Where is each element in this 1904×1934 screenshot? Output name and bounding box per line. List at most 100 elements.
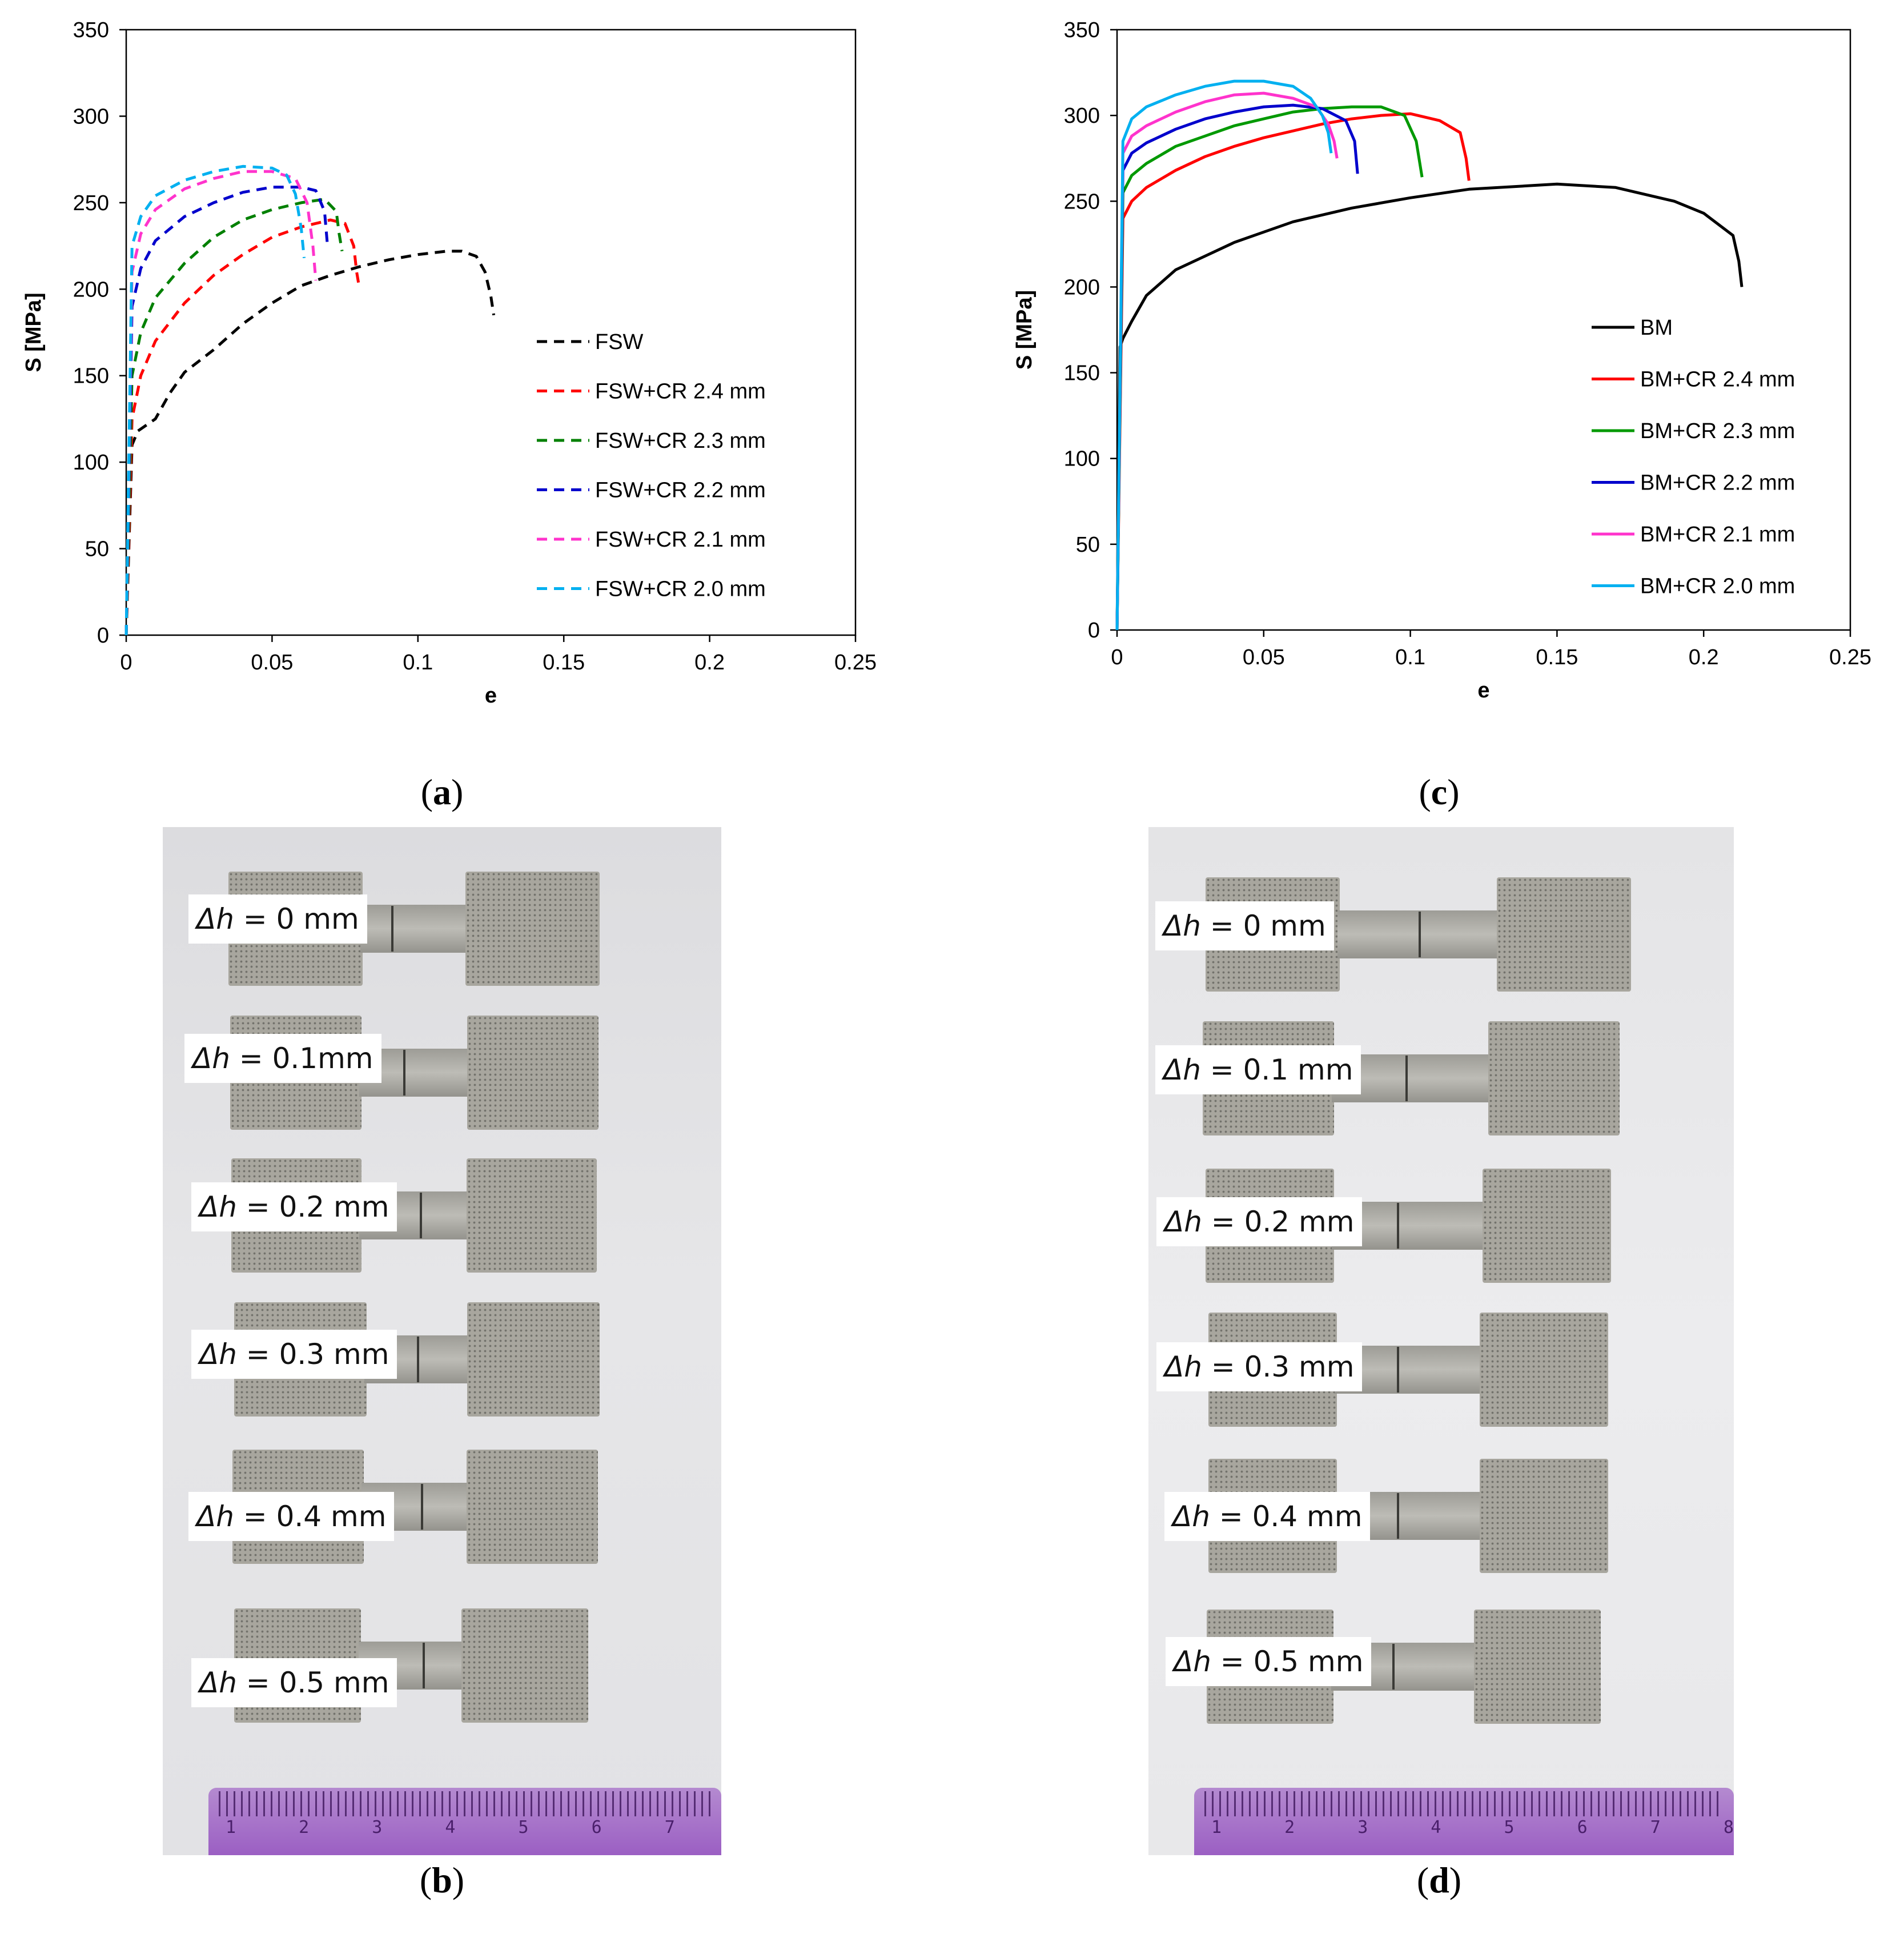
ruler-ticks xyxy=(1204,1791,1724,1816)
x-tick-label: 0.05 xyxy=(251,651,293,675)
ruler-numbers: 1 2 3 4 5 6 7 8 9 10 11 12 xyxy=(1211,1817,1734,1837)
fracture-line xyxy=(423,1643,425,1688)
legend-label-3: FSW+CR 2.2 mm xyxy=(595,479,766,503)
delta-h-value: = 0.1mm xyxy=(230,1042,373,1075)
y-tick-label: 100 xyxy=(73,451,109,475)
legend-label-1: FSW+CR 2.4 mm xyxy=(595,380,766,404)
fracture-line xyxy=(1397,1493,1399,1539)
legend-label-3: BM+CR 2.2 mm xyxy=(1640,471,1795,495)
x-tick-label: 0.2 xyxy=(1689,645,1719,669)
delta-h-label: Δh = 0.1 mm xyxy=(1155,1045,1361,1094)
delta-h-symbol: Δh xyxy=(196,1500,234,1533)
photo-b-fsw-specimens: Δh = 0 mm Δh = 0.1mm Δh = 0.2 mm Δh = 0.3 m… xyxy=(163,827,721,1855)
fracture-line xyxy=(391,906,393,952)
x-tick-label: 0.15 xyxy=(543,651,585,675)
series-line-5 xyxy=(1115,79,1333,631)
fracture-line xyxy=(1418,912,1421,957)
legend-label-2: FSW+CR 2.3 mm xyxy=(595,429,766,453)
legend-label-2: BM+CR 2.3 mm xyxy=(1640,419,1795,443)
delta-h-label: Δh = 0 mm xyxy=(1155,901,1334,950)
y-tick-label: 0 xyxy=(1088,619,1100,643)
specimen-gauge xyxy=(360,905,468,953)
y-tick-label: 150 xyxy=(73,364,109,388)
ruler-numbers: 1 2 3 4 5 6 7 8 9 10 11 12 xyxy=(226,1817,721,1837)
x-tick-label: 0 xyxy=(1111,645,1123,669)
specimen-grip xyxy=(467,1016,598,1130)
fracture-line xyxy=(1397,1347,1399,1393)
series-line-0 xyxy=(124,250,496,636)
delta-h-symbol: Δh xyxy=(199,1338,237,1371)
y-tick-label: 350 xyxy=(1064,18,1100,42)
delta-h-symbol: Δh xyxy=(1163,1053,1201,1086)
delta-h-value: = 0.2 mm xyxy=(1202,1205,1355,1238)
y-tick-label: 50 xyxy=(1076,533,1100,557)
plot-area xyxy=(1116,29,1851,631)
ruler: 1 2 3 4 5 6 7 8 9 10 11 12 xyxy=(208,1788,721,1855)
delta-h-label: Δh = 0.5 mm xyxy=(191,1658,397,1707)
y-tick-label: 350 xyxy=(73,18,109,42)
y-tick-label: 200 xyxy=(1064,275,1100,299)
delta-h-label: Δh = 0.2 mm xyxy=(191,1182,397,1231)
y-tick-label: 300 xyxy=(73,105,109,129)
y-axis-label: S [MPa] xyxy=(1013,290,1037,370)
x-tick-label: 0.05 xyxy=(1243,645,1285,669)
x-tick-label: 0.15 xyxy=(1536,645,1578,669)
delta-h-symbol: Δh xyxy=(1164,1350,1202,1383)
delta-h-value: = 0.3 mm xyxy=(1202,1350,1355,1383)
x-tick-label: 0.1 xyxy=(403,651,433,675)
fracture-line xyxy=(417,1337,419,1382)
delta-h-label: Δh = 0.4 mm xyxy=(1164,1492,1371,1541)
series-line-3 xyxy=(1115,103,1359,631)
series-line-4 xyxy=(124,170,318,636)
specimen-grip xyxy=(1480,1313,1608,1427)
delta-h-value: = 0.3 mm xyxy=(236,1338,389,1371)
x-axis-label: e xyxy=(1477,679,1489,703)
delta-h-label: Δh = 0.3 mm xyxy=(1156,1342,1363,1391)
fracture-line xyxy=(403,1050,405,1096)
delta-h-symbol: Δh xyxy=(1172,1500,1210,1533)
legend-label-5: FSW+CR 2.0 mm xyxy=(595,577,766,601)
chart-a-stress-strain-fsw: 0 50 100 150 200 250 300 350 0 0.05 0.1 0.15 0.2 0.25… xyxy=(22,18,877,708)
delta-h-value: = 0.4 mm xyxy=(1210,1500,1363,1533)
fracture-line xyxy=(420,1193,422,1238)
specimen-grip xyxy=(467,1450,598,1564)
delta-h-symbol: Δh xyxy=(196,902,234,936)
legend-label-1: BM+CR 2.4 mm xyxy=(1640,368,1795,392)
panel-label-a: (a) xyxy=(420,772,464,812)
delta-h-symbol: Δh xyxy=(1163,909,1201,942)
x-tick-label: 0.25 xyxy=(1829,645,1871,669)
delta-h-label: Δh = 0.5 mm xyxy=(1166,1637,1372,1686)
delta-h-label: Δh = 0.4 mm xyxy=(188,1492,395,1541)
chart-c-stress-strain-bm: 0 50 100 150 200 250 300 350 0 0.05 0.1 0.15 0.2 0.25… xyxy=(1013,18,1871,703)
y-tick-label: 250 xyxy=(1064,190,1100,214)
y-axis-label: S [MPa] xyxy=(22,292,46,372)
delta-h-symbol: Δh xyxy=(1174,1645,1211,1678)
delta-h-symbol: Δh xyxy=(199,1666,237,1699)
specimen-grip xyxy=(1497,877,1631,992)
specimen-grip xyxy=(1483,1169,1611,1283)
series-line-1 xyxy=(1115,112,1471,631)
photo-d-bm-specimens: Δh = 0 mm Δh = 0.1 mm Δh = 0.2 mm Δh = 0.3 … xyxy=(1148,827,1734,1855)
delta-h-symbol: Δh xyxy=(192,1042,230,1075)
series-line-1 xyxy=(124,218,361,636)
y-tick-label: 300 xyxy=(1064,104,1100,128)
specimen-grip xyxy=(461,1608,588,1723)
specimen-grip xyxy=(1474,1610,1601,1724)
delta-h-symbol: Δh xyxy=(1164,1205,1202,1238)
panel-label-d: (d) xyxy=(1416,1860,1462,1900)
panel-label-c: (c) xyxy=(1419,772,1460,812)
x-axis-label: e xyxy=(485,684,497,708)
legend-label-5: BM+CR 2.0 mm xyxy=(1640,575,1795,599)
y-tick-label: 0 xyxy=(97,624,109,648)
series-line-3 xyxy=(124,186,329,636)
x-tick-label: 0.2 xyxy=(694,651,725,675)
specimen xyxy=(1208,1313,1608,1427)
fracture-line xyxy=(1405,1056,1408,1101)
ruler-ticks xyxy=(219,1791,711,1816)
plot-area xyxy=(125,29,857,636)
legend-label-4: FSW+CR 2.1 mm xyxy=(595,528,766,552)
specimen-grip xyxy=(467,1302,600,1417)
delta-h-value: = 0 mm xyxy=(1200,909,1326,942)
delta-h-label: Δh = 0 mm xyxy=(188,894,367,944)
x-tick-label: 0 xyxy=(120,651,132,675)
